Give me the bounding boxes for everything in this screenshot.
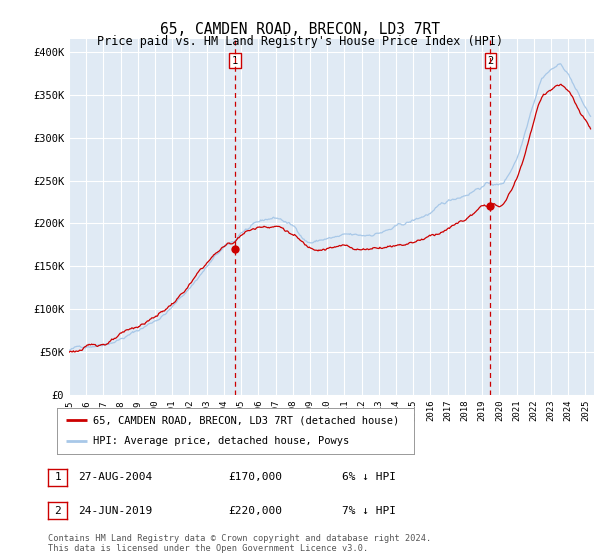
Text: 2: 2 bbox=[487, 55, 494, 66]
Text: 2: 2 bbox=[54, 506, 61, 516]
Text: Price paid vs. HM Land Registry's House Price Index (HPI): Price paid vs. HM Land Registry's House … bbox=[97, 35, 503, 48]
Text: £170,000: £170,000 bbox=[228, 472, 282, 482]
Text: 24-JUN-2019: 24-JUN-2019 bbox=[78, 506, 152, 516]
Text: 65, CAMDEN ROAD, BRECON, LD3 7RT: 65, CAMDEN ROAD, BRECON, LD3 7RT bbox=[160, 22, 440, 38]
Text: 1: 1 bbox=[54, 472, 61, 482]
Text: 65, CAMDEN ROAD, BRECON, LD3 7RT (detached house): 65, CAMDEN ROAD, BRECON, LD3 7RT (detach… bbox=[92, 415, 399, 425]
Text: £220,000: £220,000 bbox=[228, 506, 282, 516]
Text: 1: 1 bbox=[232, 55, 238, 66]
Text: 6% ↓ HPI: 6% ↓ HPI bbox=[342, 472, 396, 482]
Text: Contains HM Land Registry data © Crown copyright and database right 2024.
This d: Contains HM Land Registry data © Crown c… bbox=[48, 534, 431, 553]
Text: 27-AUG-2004: 27-AUG-2004 bbox=[78, 472, 152, 482]
Text: 7% ↓ HPI: 7% ↓ HPI bbox=[342, 506, 396, 516]
Text: HPI: Average price, detached house, Powys: HPI: Average price, detached house, Powy… bbox=[92, 436, 349, 446]
